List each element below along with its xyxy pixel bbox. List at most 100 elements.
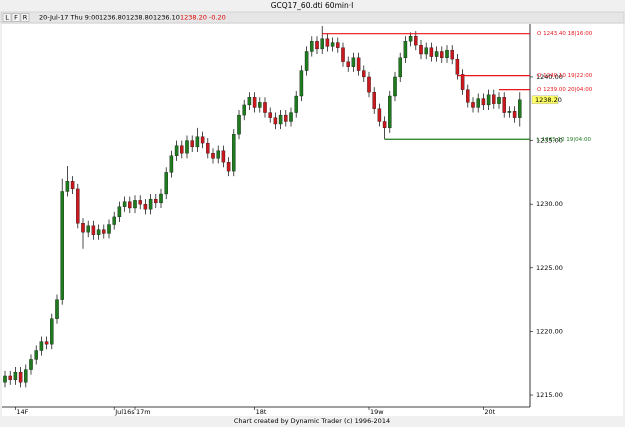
candle-body bbox=[65, 181, 70, 192]
candle-body bbox=[294, 95, 298, 113]
candle-body bbox=[226, 162, 231, 172]
candle-body bbox=[143, 204, 148, 210]
candle-body bbox=[424, 47, 428, 55]
candle-body bbox=[60, 191, 64, 300]
candle-body bbox=[185, 140, 189, 154]
toolbar-open: 1236.80 bbox=[99, 14, 126, 22]
candle-body bbox=[455, 58, 460, 75]
candle-body bbox=[242, 104, 246, 116]
candle-body bbox=[128, 201, 132, 209]
candle-body bbox=[86, 225, 90, 233]
candle-body bbox=[39, 341, 44, 351]
candle-body bbox=[180, 145, 184, 154]
footer: Chart created by Dynamic Trader (c) 1996… bbox=[234, 417, 390, 425]
level-label: O 1243.40 18|16:00 bbox=[537, 31, 593, 37]
candle-body bbox=[388, 95, 392, 128]
candle-body bbox=[466, 89, 470, 103]
candle-body bbox=[486, 94, 491, 106]
candle-body bbox=[315, 41, 319, 50]
candle-body bbox=[211, 153, 215, 159]
toolbar-date: 20-Jul-17 Thu 9:00 bbox=[39, 14, 99, 22]
candle-body bbox=[434, 51, 439, 57]
candle-body bbox=[8, 375, 12, 380]
toolbar-change: -0.20 bbox=[209, 14, 226, 22]
y-tick-label: 1225.00 bbox=[536, 264, 563, 272]
x-tick-label: 20t bbox=[484, 408, 495, 416]
candle-body bbox=[346, 61, 350, 67]
toolbar-high: 1238.80 bbox=[126, 14, 153, 22]
candle-body bbox=[81, 223, 85, 233]
y-tick-label: 1235.00 bbox=[536, 137, 563, 145]
candle-body bbox=[325, 38, 330, 47]
candle-body bbox=[200, 136, 205, 144]
candle-body bbox=[310, 41, 314, 52]
y-tick-label: 1215.00 bbox=[536, 391, 563, 399]
candle-body bbox=[304, 51, 309, 71]
candle-body bbox=[414, 36, 418, 46]
candle-body bbox=[159, 193, 163, 204]
candle-body bbox=[476, 98, 480, 108]
candle-body bbox=[408, 36, 413, 42]
candle-body bbox=[29, 359, 33, 370]
toolbar bbox=[0, 11, 625, 24]
candle-body bbox=[174, 145, 179, 156]
candle-body bbox=[471, 102, 475, 108]
candle-body bbox=[190, 140, 194, 148]
candle-body bbox=[34, 350, 38, 360]
candle-body bbox=[24, 369, 28, 383]
candle-body bbox=[18, 371, 23, 383]
candle-body bbox=[13, 371, 18, 380]
level-label: L 1235.10 19|04:00 bbox=[537, 137, 592, 143]
candle-body bbox=[497, 97, 501, 104]
candle-body bbox=[232, 134, 236, 172]
candle-body bbox=[481, 98, 486, 106]
candle-body bbox=[3, 375, 7, 383]
level-label: O 1240.10 19|22:00 bbox=[537, 73, 593, 79]
toolbar-button-label: R bbox=[23, 14, 28, 22]
window-title: GCQ17_60.dti 60min·I bbox=[271, 1, 354, 10]
candle-body bbox=[70, 181, 75, 190]
candle-body bbox=[351, 57, 356, 67]
candle-body bbox=[445, 50, 449, 58]
candle-body bbox=[112, 216, 116, 225]
candle-body bbox=[512, 111, 517, 118]
candle-body bbox=[76, 188, 80, 224]
candle-body bbox=[154, 198, 158, 204]
toolbar-button-label: F bbox=[14, 14, 18, 22]
candle-body bbox=[102, 229, 106, 234]
candle-body bbox=[440, 51, 444, 58]
candle-body bbox=[273, 117, 278, 125]
candle-body bbox=[320, 38, 324, 50]
y-tick-label: 1240.00 bbox=[536, 73, 563, 81]
candle-body bbox=[263, 102, 267, 113]
candle-body bbox=[44, 341, 49, 345]
candle-body bbox=[372, 92, 376, 109]
toolbar-button bbox=[20, 13, 30, 22]
candle-body bbox=[91, 225, 96, 235]
x-tick-label: Jul16s bbox=[114, 408, 135, 416]
candle-body bbox=[502, 97, 506, 113]
candle-body bbox=[289, 112, 293, 122]
candle-body bbox=[507, 111, 512, 113]
toolbar-button bbox=[2, 13, 12, 22]
candle-body bbox=[403, 41, 408, 58]
candle-body bbox=[169, 155, 174, 173]
candle-body bbox=[356, 57, 361, 71]
y-tick-label: 1220.00 bbox=[536, 327, 563, 335]
candle-body bbox=[96, 229, 101, 235]
candle-body bbox=[518, 99, 522, 118]
candle-body bbox=[117, 206, 122, 218]
candle-body bbox=[492, 94, 496, 104]
candle-body bbox=[268, 112, 272, 118]
candle-body bbox=[107, 224, 111, 234]
candle-body bbox=[195, 136, 200, 148]
x-tick-label: 17m bbox=[136, 408, 151, 416]
toolbar-button bbox=[11, 13, 21, 22]
candle-body bbox=[429, 47, 434, 57]
candle-body bbox=[164, 172, 168, 195]
candle-body bbox=[206, 142, 210, 154]
candle-body bbox=[284, 114, 288, 122]
candle-body bbox=[55, 299, 59, 319]
y-tick-label: 1230.00 bbox=[536, 200, 563, 208]
